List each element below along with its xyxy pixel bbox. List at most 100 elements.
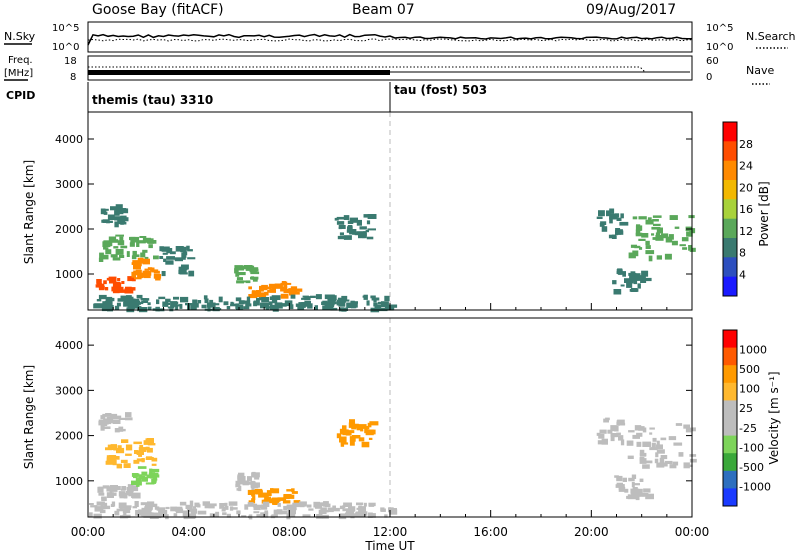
velocity-cell — [151, 478, 157, 483]
power-cell — [289, 290, 295, 296]
power-cell — [281, 303, 289, 307]
velocity-cell — [253, 511, 260, 514]
power-cell — [271, 295, 281, 300]
velocity-cell — [286, 489, 295, 492]
velocity-cell — [683, 462, 690, 469]
velocity-cell — [215, 511, 220, 518]
velocity-cell — [147, 447, 153, 453]
power-cell — [351, 301, 358, 304]
power-cell — [349, 229, 357, 233]
power-cell — [248, 294, 258, 299]
power-cell — [150, 267, 155, 272]
velocity-cell — [226, 513, 231, 518]
power-cell — [234, 268, 239, 274]
power-cell — [114, 216, 123, 221]
power-cell — [617, 268, 623, 272]
x-tick-label: 00:00 — [675, 525, 710, 539]
power-cell — [144, 256, 149, 259]
power-cell — [366, 236, 374, 240]
power-cell — [628, 272, 637, 276]
velocity-cell — [189, 500, 194, 507]
power-cell — [250, 271, 260, 275]
velocity-cell — [272, 497, 281, 502]
velocity-cell — [356, 502, 364, 506]
power-cell — [245, 303, 252, 307]
velocity-cell — [238, 485, 242, 492]
velocity-cell — [596, 432, 601, 436]
power-colorbar-swatch — [723, 257, 737, 278]
velocity-cell — [278, 498, 287, 501]
velocity-cell — [610, 437, 615, 442]
velocity-cell — [361, 441, 370, 448]
power-cell — [637, 283, 641, 289]
velocity-cell — [631, 482, 635, 488]
velocity-cell — [120, 428, 126, 432]
velocity-cell — [618, 435, 624, 441]
power-cell — [117, 220, 126, 225]
power-cell — [274, 302, 283, 309]
power-cell — [639, 247, 643, 250]
velocity-y-axis-label: Slant Range [km] — [22, 365, 36, 469]
velocity-cell — [182, 510, 189, 517]
power-cell — [671, 240, 678, 246]
power-cell — [293, 288, 303, 292]
power-cell — [384, 295, 390, 301]
velocity-cell — [601, 438, 608, 445]
power-cell — [362, 295, 367, 298]
power-cell — [251, 276, 255, 280]
power-cell — [175, 305, 179, 311]
cpid-panel: CPID themis (tau) 3310 tau (fost) 503 — [6, 82, 487, 112]
noise-right-top-tick: 10^5 — [706, 23, 733, 34]
power-cell — [156, 299, 160, 305]
power-cell — [121, 281, 125, 284]
power-cell — [187, 249, 193, 252]
power-cell — [655, 232, 660, 236]
power-cell — [283, 288, 292, 294]
power-cell — [638, 238, 646, 241]
velocity-cell — [607, 429, 613, 434]
power-y-tick-label: 2000 — [55, 223, 83, 236]
velocity-cell — [105, 460, 114, 465]
velocity-cell — [120, 459, 128, 463]
power-cell — [230, 301, 234, 306]
power-cell — [117, 298, 125, 302]
power-cell — [276, 284, 283, 289]
velocity-cell — [235, 483, 241, 488]
power-cell — [173, 296, 180, 300]
velocity-cell — [656, 440, 660, 446]
velocity-cell — [346, 509, 354, 516]
power-cell — [252, 278, 258, 282]
power-cell — [166, 256, 175, 260]
power-cell — [651, 233, 655, 236]
power-cell — [620, 284, 625, 287]
power-cell — [681, 237, 689, 242]
velocity-cell — [117, 445, 122, 451]
power-cell — [119, 255, 125, 258]
velocity-cell — [133, 441, 142, 445]
velocity-cell — [635, 496, 640, 501]
velocity-cell — [642, 464, 650, 469]
velocity-cell — [389, 509, 398, 515]
power-cell — [170, 251, 176, 255]
velocity-cell — [221, 509, 226, 512]
power-cell — [365, 230, 369, 233]
velocity-cell — [241, 515, 247, 518]
power-cell — [682, 247, 688, 250]
velocity-cell — [649, 427, 655, 430]
velocity-cell — [616, 482, 623, 488]
power-cell — [120, 215, 127, 219]
velocity-cell — [639, 478, 644, 482]
velocity-cell — [616, 432, 621, 435]
velocity-cell — [664, 460, 673, 464]
velocity-cell — [117, 486, 121, 491]
velocity-cell — [639, 449, 645, 456]
power-cell — [679, 244, 686, 247]
velocity-cell — [318, 502, 324, 507]
velocity-cell — [345, 430, 355, 434]
velocity-cell — [237, 474, 242, 480]
power-cell — [131, 255, 137, 260]
power-cell — [310, 295, 316, 298]
power-cell — [178, 269, 182, 275]
velocity-cell — [136, 451, 144, 455]
velocity-colorbar-tick-label: -500 — [739, 461, 764, 474]
